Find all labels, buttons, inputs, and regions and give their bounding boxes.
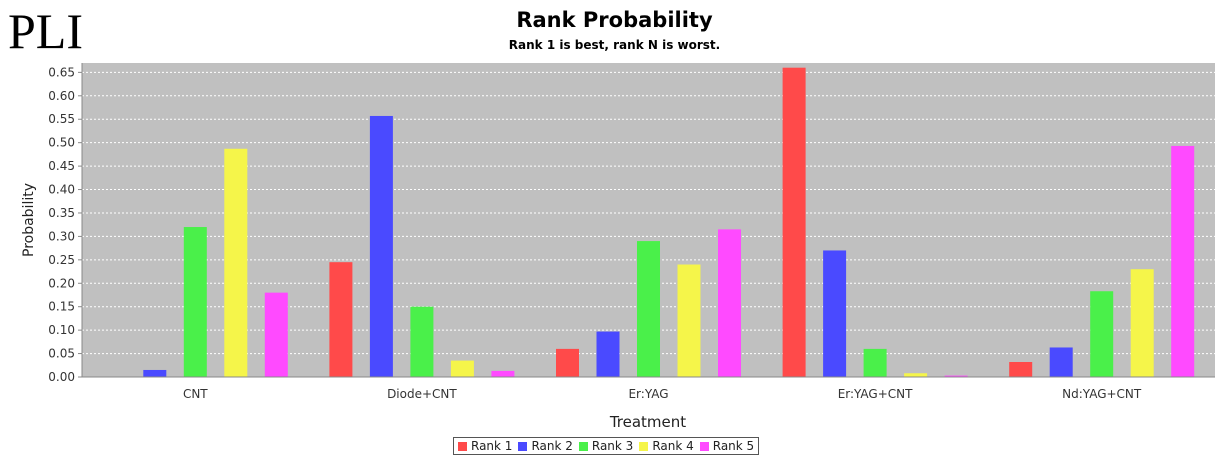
- bar: [224, 148, 248, 377]
- y-tick-label: 0.25: [48, 253, 75, 267]
- legend-label: Rank 5: [712, 439, 755, 453]
- bar: [410, 306, 434, 377]
- bar: [677, 264, 701, 377]
- y-tick-label: 0.10: [48, 323, 75, 337]
- legend-swatch: [458, 441, 467, 451]
- x-tick-labels: CNT Diode+CNT Er:YAG Er:YAG+CNT Nd:YAG+CNT: [183, 387, 1142, 401]
- x-tick-label: CNT: [183, 387, 208, 401]
- bars: [143, 67, 1195, 378]
- y-tick-label: 0.55: [48, 112, 75, 126]
- bar: [1009, 362, 1033, 377]
- legend-label: Rank 2: [531, 439, 573, 453]
- legend-label: Rank 4: [652, 439, 694, 453]
- bar: [1171, 145, 1195, 377]
- bar: [718, 229, 741, 377]
- x-tick-label: Diode+CNT: [387, 387, 457, 401]
- bar: [369, 115, 393, 378]
- bar: [556, 348, 579, 377]
- legend-swatch: [639, 441, 649, 451]
- y-tick-label: 0.35: [48, 206, 75, 220]
- legend-item: Rank 3: [578, 439, 634, 453]
- y-tick-label: 0.65: [48, 65, 75, 79]
- chart-subtitle: Rank 1 is best, rank N is worst.: [508, 38, 721, 52]
- y-tick-label: 0.50: [48, 136, 75, 150]
- legend-item: Rank 5: [699, 439, 755, 453]
- legend-swatch: [699, 441, 709, 451]
- bar: [1090, 291, 1114, 377]
- legend-swatch: [578, 441, 588, 451]
- legend-label: Rank 3: [591, 439, 634, 453]
- legend-swatch: [518, 441, 528, 451]
- y-tick-label: 0.40: [48, 183, 75, 197]
- legend-item: Rank 1: [458, 439, 512, 453]
- bar: [183, 227, 207, 377]
- y-tick-label: 0.15: [48, 300, 75, 314]
- x-tick-label: Er:YAG: [628, 387, 668, 401]
- bar: [637, 241, 660, 377]
- gridlines: [82, 71, 1215, 355]
- bar: [1130, 269, 1154, 377]
- x-axis-label: Treatment: [609, 413, 686, 431]
- bar: [863, 348, 887, 377]
- legend: Rank 1 Rank 2 Rank 3 Rank 4 Rank 5: [453, 437, 760, 455]
- y-tick-label: 0.20: [48, 276, 75, 290]
- bar: [329, 262, 353, 377]
- chart-title: Rank Probability: [516, 8, 713, 32]
- bar: [450, 360, 474, 377]
- y-tick-label: 0.05: [48, 347, 75, 361]
- x-tick-label: Er:YAG+CNT: [838, 387, 913, 401]
- legend-item: Rank 2: [518, 439, 573, 453]
- pli-label: PLI: [8, 3, 83, 59]
- legend-label: Rank 1: [471, 439, 513, 453]
- x-tick-label: Nd:YAG+CNT: [1062, 387, 1142, 401]
- bar: [596, 331, 620, 377]
- bar: [264, 292, 288, 377]
- y-tick-label: 0.30: [48, 229, 75, 243]
- bar: [823, 250, 847, 377]
- y-tick-label: 0.60: [48, 89, 75, 103]
- bar: [143, 369, 167, 377]
- bar: [904, 373, 928, 377]
- bar: [944, 375, 968, 377]
- bar: [491, 370, 515, 377]
- bar: [1049, 347, 1073, 377]
- y-tick-label: 0.45: [48, 159, 75, 173]
- y-axis-label: Probability: [21, 183, 37, 257]
- legend-item: Rank 4: [639, 439, 694, 453]
- y-tick-labels: 0.00 0.05 0.10 0.15 0.20 0.25 0.30 0.35 0.40 0.45…: [48, 65, 82, 384]
- bar: [782, 67, 806, 377]
- y-tick-label: 0.00: [48, 370, 75, 384]
